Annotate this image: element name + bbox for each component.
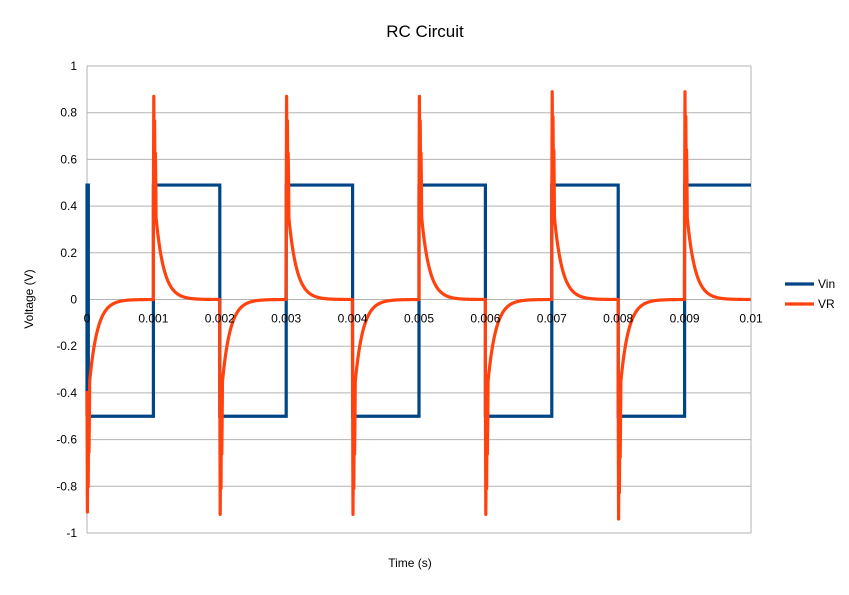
x-tick-label: 0.005 xyxy=(404,312,434,326)
x-tick-label: 0.007 xyxy=(537,312,567,326)
legend-label-vr: VR xyxy=(818,297,835,311)
legend-label-vin: Vin xyxy=(818,277,835,291)
y-tick-label: -0.6 xyxy=(56,433,77,447)
y-tick-label: 0.4 xyxy=(60,199,77,213)
y-tick-label: 1 xyxy=(70,59,77,73)
y-tick-label: 0.2 xyxy=(60,246,77,260)
y-tick-label: -1 xyxy=(66,526,77,540)
y-tick-label: -0.2 xyxy=(56,339,77,353)
x-tick-label: 0 xyxy=(84,312,91,326)
x-tick-label: 0.008 xyxy=(603,312,633,326)
legend: Vin VR xyxy=(785,277,835,311)
y-tick-label: -0.8 xyxy=(56,479,77,493)
x-tick-label: 0.001 xyxy=(138,312,168,326)
y-tick-label: 0 xyxy=(70,293,77,307)
y-tick-label: -0.4 xyxy=(56,386,77,400)
y-tick-label: 0.6 xyxy=(60,152,77,166)
x-tick-label: 0.003 xyxy=(271,312,301,326)
x-axis-label: Time (s) xyxy=(388,556,432,570)
series-vr-line xyxy=(85,90,753,521)
x-tick-label: 0.01 xyxy=(739,312,763,326)
x-tick-label: 0.009 xyxy=(670,312,700,326)
tick-labels: 1 0.8 0.6 0.4 0.2 0 -0.2 -0.4 -0.6 -0.8 -1 0 0.001 0.… xyxy=(56,59,763,540)
x-tick-label: 0.002 xyxy=(205,312,235,326)
x-tick-label: 0.004 xyxy=(338,312,368,326)
y-axis-label: Voltage (V) xyxy=(22,269,36,328)
x-tick-label: 0.006 xyxy=(470,312,500,326)
chart-title: RC Circuit xyxy=(386,22,464,41)
y-tick-label: 0.8 xyxy=(60,106,77,120)
series-lines xyxy=(85,90,753,521)
